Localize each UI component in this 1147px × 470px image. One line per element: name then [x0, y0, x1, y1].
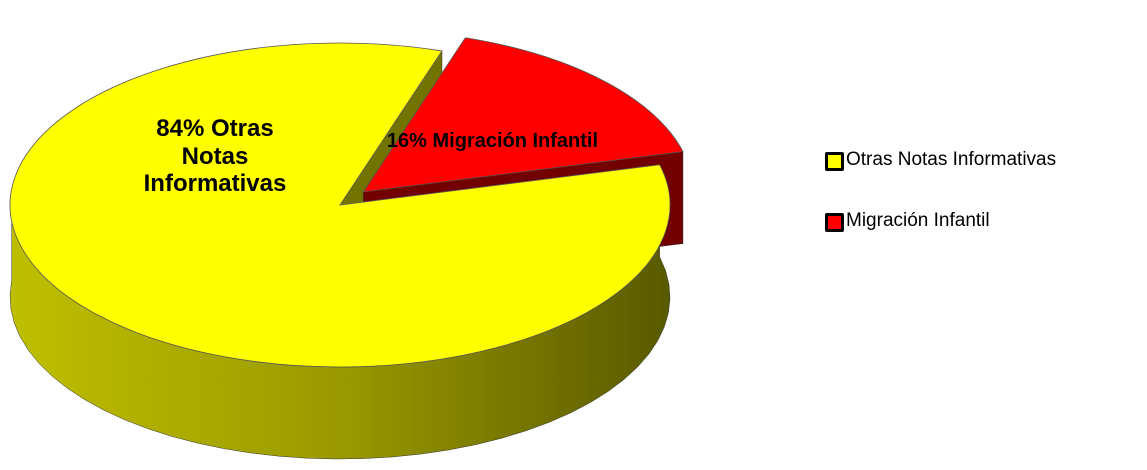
slice [362, 37, 684, 193]
legend-label: Migración Infantil [846, 210, 990, 231]
data-label: 84% Otras Notas Informativas [143, 115, 287, 198]
slice [9, 42, 671, 368]
data-label: 16% Migración Infantil [386, 129, 599, 152]
legend-swatch [825, 152, 844, 171]
legend-label: Otras Notas Informativas [846, 149, 1057, 170]
legend-swatch [825, 213, 844, 232]
